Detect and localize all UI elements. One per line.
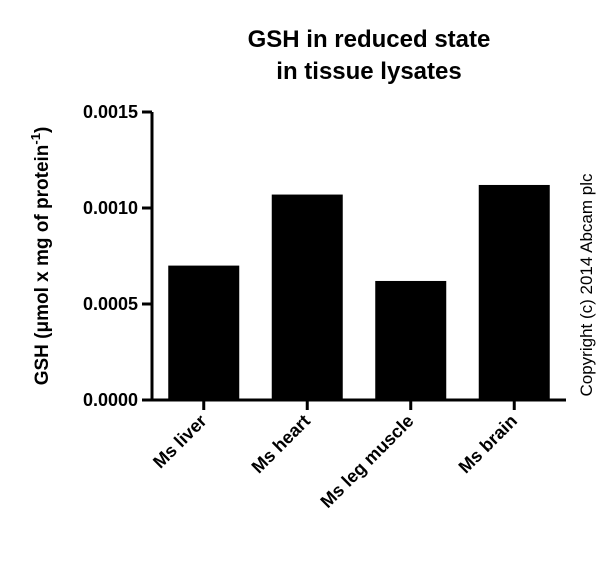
x-category-label: Ms heart xyxy=(248,411,314,477)
bar-ms-brain xyxy=(478,184,550,400)
chart-title-line-2: in tissue lysates xyxy=(276,58,461,85)
y-tick-label: 0.0005 xyxy=(83,294,138,314)
bar-ms-liver xyxy=(168,265,240,400)
bars-layer xyxy=(168,184,550,400)
x-category-label: Ms leg muscle xyxy=(316,411,417,512)
y-tick-label: 0.0000 xyxy=(83,390,138,410)
bar-ms-heart xyxy=(271,194,343,400)
y-axis-label: GSH (μmol x mg of protein-1) xyxy=(28,127,53,386)
chart-title-line-1: GSH in reduced state xyxy=(248,26,491,53)
y-axis: 0.0000 0.0005 0.0010 0.0015 xyxy=(83,102,154,410)
y-axis-label-main: GSH (μmol x mg of protein xyxy=(32,145,53,386)
bar-ms-leg-muscle xyxy=(375,280,447,400)
y-tick-label: 0.0015 xyxy=(83,102,138,122)
x-axis: Ms liver Ms heart Ms leg muscle Ms brain xyxy=(149,398,566,512)
y-tick-label: 0.0010 xyxy=(83,198,138,218)
y-axis-label-superscript: -1 xyxy=(28,133,43,145)
copyright-text: Copyright (c) 2014 Abcam plc xyxy=(577,173,596,396)
y-axis-label-close: ) xyxy=(32,127,53,133)
x-category-label: Ms liver xyxy=(149,411,211,473)
x-category-label: Ms brain xyxy=(455,411,521,477)
